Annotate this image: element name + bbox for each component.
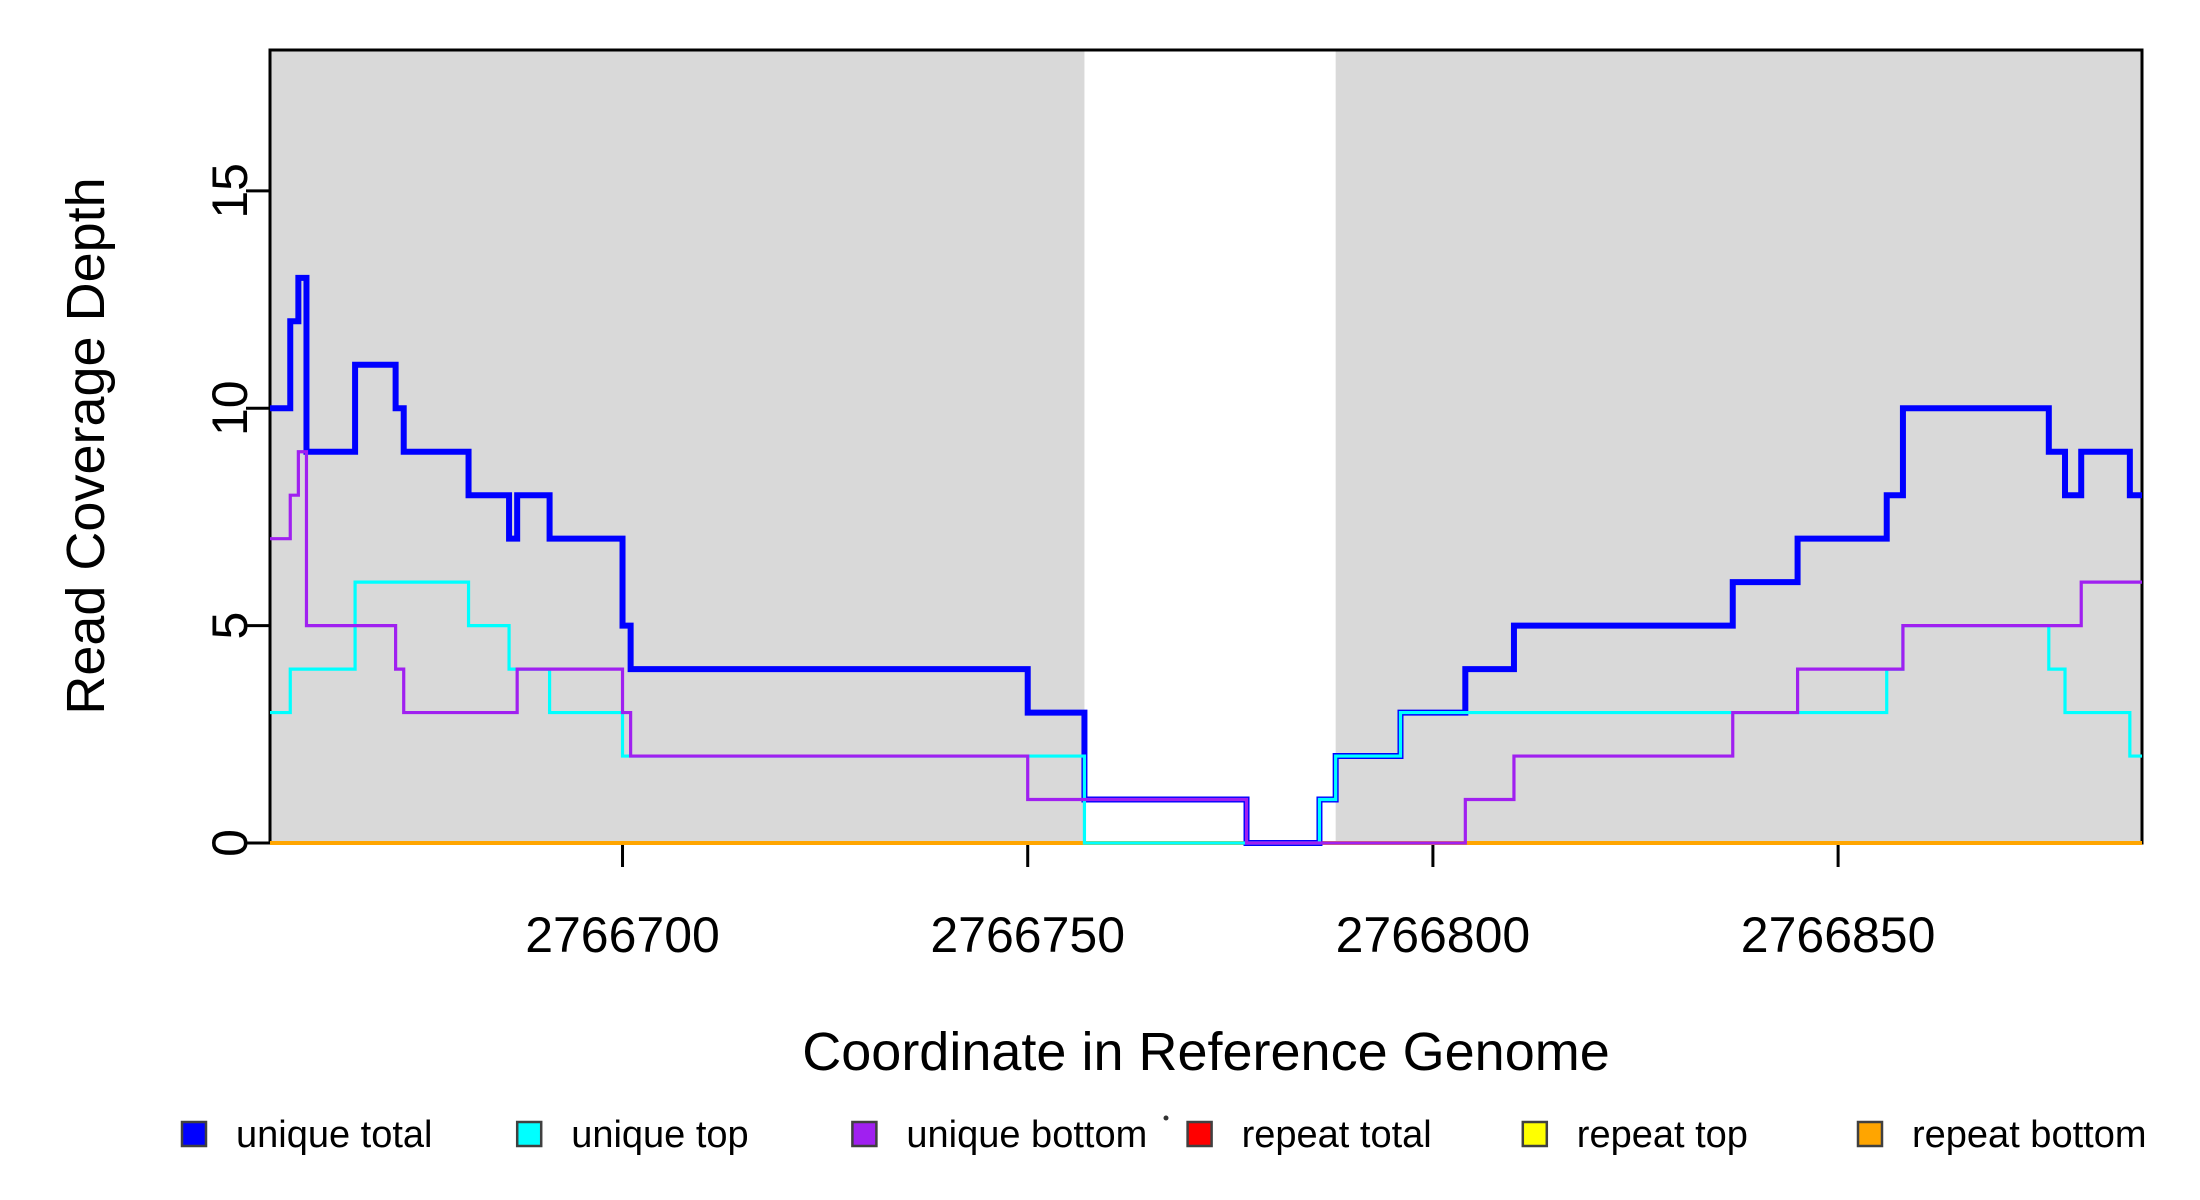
- legend-item-unique-bottom: unique bottom: [851, 1114, 1147, 1156]
- legend-swatch-unique-top: [515, 1120, 543, 1148]
- x-tick-label-3: 2766850: [1741, 907, 1936, 963]
- y-tick-label-2: 10: [202, 380, 258, 436]
- legend-swatch-repeat-total: [1186, 1120, 1213, 1148]
- series-unique-top-line: [270, 580, 2142, 845]
- x-axis-title: Coordinate in Reference Genome: [802, 1022, 1609, 1082]
- legend-label-unique-bottom: unique bottom: [906, 1114, 1147, 1156]
- series-line-layer: [270, 274, 2142, 846]
- axis-tick-layer: 2766700 2766750 2766800 2766850 0 5 10 15: [202, 163, 1935, 963]
- legend-item-repeat-bottom: repeat bottom: [1856, 1114, 2146, 1156]
- legend: unique total unique top unique bottom repea…: [180, 1114, 2146, 1156]
- legend-label-unique-top: unique top: [571, 1114, 749, 1156]
- legend-item-unique-top: unique top: [515, 1114, 749, 1156]
- y-tick-label-3: 15: [202, 163, 258, 219]
- legend-swatch-unique-bottom: [851, 1120, 878, 1148]
- legend-swatch-repeat-bottom: [1856, 1120, 1884, 1148]
- legend-item-unique-total: unique total: [180, 1114, 433, 1156]
- shaded-region-layer: [270, 50, 2142, 843]
- legend-swatch-repeat-top: [1521, 1120, 1549, 1148]
- y-tick-label-1: 5: [202, 612, 258, 640]
- legend-label-repeat-bottom: repeat bottom: [1912, 1114, 2146, 1156]
- legend-swatch-unique-total: [180, 1120, 208, 1148]
- x-tick-label-2: 2766800: [1336, 907, 1531, 963]
- coverage-region-shade-0: [270, 50, 1085, 843]
- legend-item-repeat-top: repeat top: [1521, 1114, 1748, 1156]
- y-axis-title: Read Coverage Depth: [56, 177, 116, 714]
- legend-label-repeat-top: repeat top: [1577, 1114, 1748, 1156]
- x-tick-label-1: 2766750: [930, 907, 1125, 963]
- x-tick-label-0: 2766700: [525, 907, 720, 963]
- coverage-region-shade-1: [1335, 50, 2142, 843]
- y-tick-label-0: 0: [202, 829, 258, 857]
- stray-dot: [1163, 1115, 1169, 1121]
- series-unique-bottom-line: [270, 450, 2142, 845]
- legend-label-unique-total: unique total: [236, 1114, 433, 1156]
- legend-item-repeat-total: repeat total: [1186, 1114, 1432, 1156]
- legend-label-repeat-total: repeat total: [1242, 1114, 1432, 1156]
